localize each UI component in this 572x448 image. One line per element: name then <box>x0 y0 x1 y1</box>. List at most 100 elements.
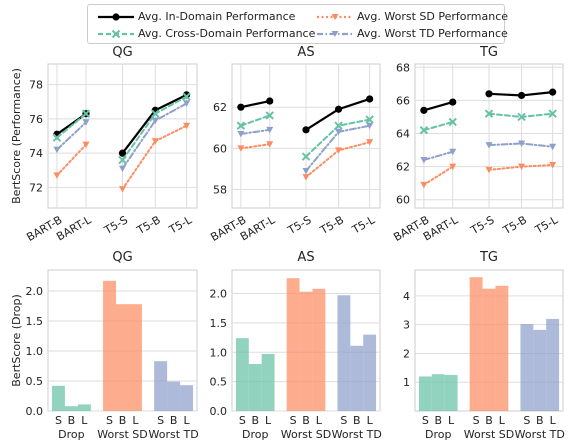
data-point <box>419 125 429 135</box>
bar <box>286 278 300 411</box>
y-tick-label: 1.5 <box>26 315 44 328</box>
y-tick-label: 2.0 <box>210 288 228 301</box>
data-point <box>301 152 311 161</box>
y-tick-label: 68 <box>396 61 410 74</box>
legend: Avg. In-Domain Performance Avg. Cross-Do… <box>87 4 509 44</box>
y-tick-label: 0.0 <box>210 405 228 418</box>
bar <box>235 338 249 411</box>
data-point <box>82 141 90 149</box>
data-point <box>237 130 245 138</box>
data-point <box>420 157 428 164</box>
x-tick-label: T5-S <box>101 213 130 237</box>
y-tick-label: 1.0 <box>26 345 44 358</box>
bar-size-label: S <box>340 414 347 427</box>
y-tick-label: 72 <box>29 181 43 194</box>
data-point <box>448 117 457 127</box>
data-point <box>237 145 245 152</box>
bar-size-label: B <box>485 414 493 427</box>
legend-label: Avg. Cross-Domain Performance <box>138 27 316 40</box>
bar-size-label: B <box>536 414 544 427</box>
y-tick-label: 60 <box>213 142 227 155</box>
bar <box>248 364 262 411</box>
series-line <box>422 120 454 132</box>
group-label: Drop <box>242 428 268 441</box>
data-point <box>365 115 374 124</box>
bar <box>495 285 509 411</box>
group-label: Worst SD <box>281 428 331 441</box>
data-point <box>549 143 557 151</box>
y-tick-label: 76 <box>29 113 43 126</box>
y-tick-label: 1.5 <box>210 317 228 330</box>
series-line <box>55 112 87 139</box>
x-tick-label: T5-S <box>468 213 497 237</box>
series-line <box>121 124 188 191</box>
data-point <box>183 122 191 130</box>
chart-title: TG <box>479 45 498 60</box>
series-4 <box>237 122 374 175</box>
series-4 <box>420 140 557 164</box>
bar-size-label: S <box>290 414 297 427</box>
series-line <box>422 100 454 112</box>
data-point <box>549 88 557 96</box>
chart-title: TG <box>479 250 498 265</box>
data-point <box>420 106 428 114</box>
y-tick-label: 1 <box>403 376 410 389</box>
data-point <box>151 138 159 145</box>
chart-title: QG <box>112 45 132 60</box>
series-3 <box>237 139 374 181</box>
y-tick-label: 0.5 <box>26 375 44 388</box>
group-label: Worst TD <box>148 428 198 441</box>
bar <box>431 374 445 411</box>
data-point <box>151 117 159 125</box>
data-point <box>118 155 127 165</box>
group-label: Worst TD <box>515 428 565 441</box>
legend-label: Avg. Worst SD Performance <box>357 10 509 23</box>
bar <box>261 354 275 411</box>
series-line <box>239 143 271 150</box>
bar-size-label: B <box>302 414 310 427</box>
y-tick-label: 62 <box>213 101 227 114</box>
group-label: Worst TD <box>332 428 382 441</box>
data-point <box>518 163 526 171</box>
x-tick-label: T5-L <box>166 213 195 237</box>
data-point <box>485 142 493 149</box>
y-tick-label: 64 <box>396 128 410 141</box>
series-line <box>239 99 271 109</box>
bar <box>533 329 547 411</box>
x-tick-label: T5-L <box>349 213 378 237</box>
data-point <box>517 91 526 100</box>
bar <box>520 324 534 411</box>
data-point <box>81 109 91 118</box>
bar <box>418 376 432 411</box>
data-point <box>182 92 191 101</box>
x-tick-label: T5-B <box>500 213 529 237</box>
series-1 <box>237 95 374 134</box>
y-tick-label: 60 <box>396 194 410 207</box>
data-point <box>517 112 526 122</box>
data-point <box>266 141 274 148</box>
chart-title: QG <box>112 250 132 265</box>
bar-size-label: S <box>473 414 480 427</box>
bar-size-label: L <box>81 414 88 427</box>
data-point <box>420 181 428 189</box>
data-point <box>334 105 343 113</box>
series-2 <box>52 92 191 165</box>
y-tick-label: 62 <box>396 161 410 174</box>
y-axis-label: BertScore (Drop) <box>10 294 23 387</box>
bar <box>51 385 65 411</box>
bar-size-label: L <box>499 414 506 427</box>
bar-size-label: S <box>157 414 164 427</box>
y-tick-label: 78 <box>29 79 43 92</box>
data-point <box>366 122 374 130</box>
series-line <box>422 150 454 161</box>
series-line <box>422 165 454 186</box>
bar <box>312 288 326 411</box>
data-point <box>118 149 127 157</box>
series-line <box>55 121 87 151</box>
group-label: Drop <box>425 428 451 441</box>
chart-title: AS <box>297 250 314 265</box>
legend-swatch-worst-sd <box>317 14 353 20</box>
